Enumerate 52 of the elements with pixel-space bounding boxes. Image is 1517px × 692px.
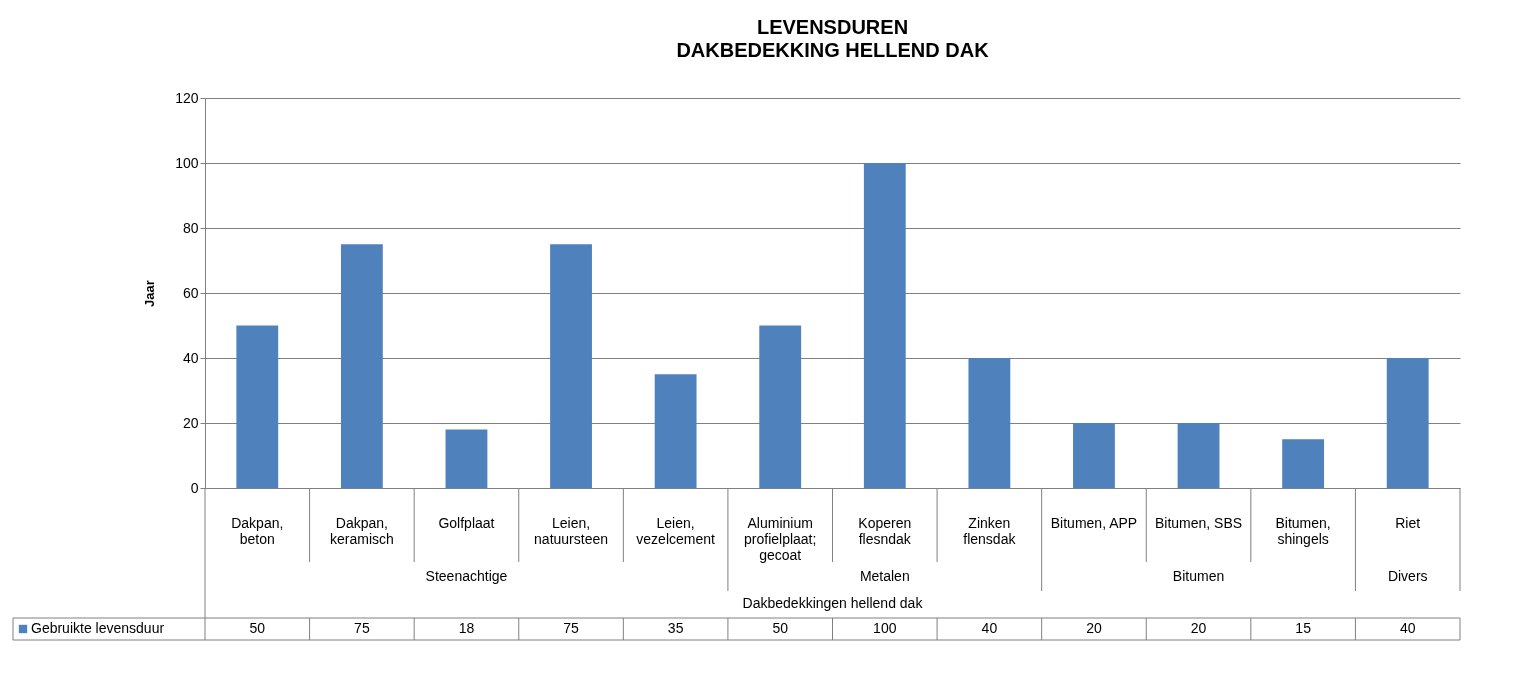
y-tick-label: 60 [182, 284, 199, 301]
data-label: 20 [1190, 620, 1207, 636]
bar [1073, 423, 1115, 488]
text: Bitumen [1172, 568, 1225, 584]
x-tick-label: Leien, vezelcement [636, 515, 716, 547]
text: Steenachtige [425, 568, 508, 584]
bar [1386, 358, 1429, 488]
bar [340, 244, 383, 488]
bar [1177, 423, 1220, 488]
bar [863, 163, 906, 488]
data-label: 20 [1086, 620, 1102, 636]
y-tick-label: 100 [175, 154, 199, 171]
data-label: 50 [772, 620, 789, 636]
text: Dakbedekkingen hellend dak [742, 595, 924, 611]
y-tick-label: 0 [190, 479, 199, 496]
text: Divers [1387, 568, 1428, 584]
x-tick-label: Bitumen, SBS [1154, 515, 1243, 531]
y-tick-label: 120 [175, 89, 199, 106]
x-tick-label: Aluminium profielplaat; gecoat [744, 515, 817, 563]
text: Metalen [859, 568, 910, 584]
bar [1282, 439, 1325, 488]
bar [236, 325, 279, 488]
x-tick-label: Bitumen, shingels [1275, 515, 1331, 547]
chart-subtitle: DAKBEDEKKING HELLEND DAK [676, 39, 990, 61]
x-tick-label: Bitumen, APP [1050, 515, 1138, 531]
bar [759, 325, 802, 488]
data-label: 100 [873, 620, 897, 636]
legend-label: Gebruikte levensduur [31, 620, 165, 636]
bar [968, 358, 1011, 488]
x-tick-label: Golfplaat [438, 515, 495, 531]
x-tick-label: Riet [1395, 515, 1421, 531]
x-tick-label: Leien, natuursteen [534, 515, 609, 547]
data-label: 15 [1295, 620, 1312, 636]
bar [445, 429, 488, 488]
y-axis-title: Jaar [142, 280, 158, 307]
x-tick-label: Dakpan, beton [231, 515, 284, 547]
data-label: 18 [458, 620, 475, 636]
data-label: 75 [563, 620, 580, 636]
data-label: 35 [667, 620, 684, 636]
data-label: 50 [249, 620, 266, 636]
bar [654, 374, 697, 488]
y-tick-label: 20 [182, 414, 199, 431]
chart-title: LEVENSDUREN [756, 16, 909, 38]
x-tick-label: Zinken flensdak [963, 515, 1017, 547]
y-tick-label: 80 [182, 219, 199, 236]
x-tick-label: Koperen flesndak [858, 515, 912, 547]
y-tick-label: 40 [182, 349, 199, 366]
bar [550, 244, 592, 488]
data-label: 75 [354, 620, 370, 636]
x-tick-label: Dakpan, keramisch [329, 515, 394, 547]
data-label: 40 [981, 620, 998, 636]
data-label: 40 [1399, 620, 1416, 636]
